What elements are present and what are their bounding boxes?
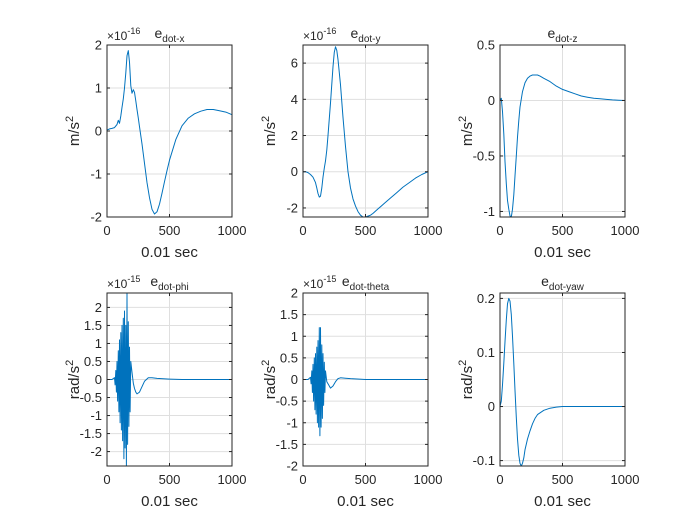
y-tick-label: 0 [95, 372, 102, 387]
y-tick-label: -2 [90, 444, 102, 459]
x-tick-label: 500 [159, 472, 181, 487]
x-tick-label: 0 [103, 472, 110, 487]
y-axis-label: rad/s2 [457, 360, 476, 399]
x-axis-label: 0.01 sec [337, 493, 394, 510]
x-axis-label: 0.01 sec [534, 244, 591, 261]
y-tick-label: 0 [488, 93, 495, 108]
y-tick-label: -1 [90, 408, 102, 423]
x-tick-label: 500 [159, 223, 181, 238]
x-tick-label: 1000 [611, 223, 640, 238]
y-tick-label: -1 [286, 415, 298, 430]
series-line-dot-phi [107, 292, 232, 467]
y-tick-label: -1.5 [276, 437, 298, 452]
y-tick-label: 0.1 [477, 345, 495, 360]
y-tick-label: 2 [95, 300, 102, 315]
y-axis-label: rad/s2 [64, 360, 83, 399]
y-tick-label: -1 [90, 167, 102, 182]
series-line-dot-theta [303, 327, 428, 437]
x-tick-label: 1000 [414, 472, 443, 487]
y-tick-label: 0.2 [477, 291, 495, 306]
y-axis-label: m/s2 [457, 116, 476, 146]
y-tick-label: 0 [291, 164, 298, 179]
series-line-dot-x [106, 50, 233, 215]
y-tick-label: -2 [286, 459, 298, 474]
x-tick-label: 500 [355, 223, 377, 238]
y-tick-label: -0.5 [276, 394, 298, 409]
x-axis-label: 0.01 sec [141, 493, 198, 510]
y-tick-label: 6 [291, 56, 298, 71]
x-tick-label: 1000 [218, 472, 247, 487]
subplot-dot-x: 0 500 1000 -2 -1 0 1 2 edot-x ×10-16 0.01 sec m/s2 [64, 25, 246, 261]
subplot-title: edot-theta [342, 273, 390, 293]
x-axis-label: 0.01 sec [141, 244, 198, 261]
y-tick-label: 0 [488, 399, 495, 414]
y-axis-label: rad/s2 [260, 360, 279, 399]
y-tick-label: -0.5 [80, 390, 102, 405]
y-axis-label: m/s2 [260, 116, 279, 146]
subplot-title: edot-z [547, 25, 577, 45]
x-tick-label: 500 [552, 223, 574, 238]
series-line-dot-z [499, 74, 626, 218]
x-axis-label: 0.01 sec [534, 493, 591, 510]
y-tick-label: 4 [291, 92, 298, 107]
y-tick-label: 2 [291, 286, 298, 301]
x-tick-label: 1000 [218, 223, 247, 238]
y-tick-label: 0.5 [84, 354, 102, 369]
axis-exponent: ×10-15 [107, 274, 140, 291]
y-tick-label: -2 [286, 200, 298, 215]
x-tick-label: 0 [496, 472, 503, 487]
y-tick-label: 1.5 [84, 318, 102, 333]
axis-exponent: ×10-15 [303, 274, 336, 291]
y-tick-label: 2 [291, 128, 298, 143]
y-tick-label: 1 [291, 329, 298, 344]
subplot-dot-z: 0 500 1000 -1 -0.5 0 0.5 edot-z 0.01 sec m/s2 [457, 25, 639, 261]
x-tick-label: 0 [496, 223, 503, 238]
y-tick-label: -1.5 [80, 426, 102, 441]
subplot-dot-theta: 0 500 1000 -2 -1.5 -1 -0.5 0 0.5 1 1.5 2 edot-theta ×… [260, 273, 442, 510]
subplot-title: edot-y [350, 25, 380, 45]
axis-exponent: ×10-16 [107, 26, 140, 43]
y-tick-label: 1.5 [280, 307, 298, 322]
y-tick-label: 2 [95, 38, 102, 53]
axis-exponent: ×10-16 [303, 26, 336, 43]
y-axis-label: m/s2 [64, 116, 83, 146]
x-tick-label: 0 [299, 223, 306, 238]
y-tick-label: 0 [291, 372, 298, 387]
y-tick-label: 0 [95, 124, 102, 139]
y-tick-label: -0.5 [473, 148, 495, 163]
y-tick-label: 0.5 [477, 38, 495, 53]
x-tick-label: 1000 [414, 223, 443, 238]
y-tick-label: -2 [90, 210, 102, 225]
subplot-title: edot-x [154, 25, 184, 45]
x-tick-label: 1000 [611, 472, 640, 487]
y-tick-label: 1 [95, 336, 102, 351]
subplot-dot-phi: 0 500 1000 -2 -1.5 -1 -0.5 0 0.5 1 1.5 2 edot-phi ×10… [64, 273, 246, 510]
subplot-title: edot-phi [150, 273, 188, 293]
x-tick-label: 0 [103, 223, 110, 238]
y-tick-label: -0.1 [473, 453, 495, 468]
x-tick-label: 500 [355, 472, 377, 487]
y-tick-label: -1 [483, 204, 495, 219]
y-tick-label: 0.5 [280, 350, 298, 365]
subplot-title: edot-yaw [541, 273, 585, 293]
x-tick-label: 0 [299, 472, 306, 487]
y-tick-label: 1 [95, 81, 102, 96]
series-line-dot-y [303, 46, 429, 218]
x-tick-label: 500 [552, 472, 574, 487]
